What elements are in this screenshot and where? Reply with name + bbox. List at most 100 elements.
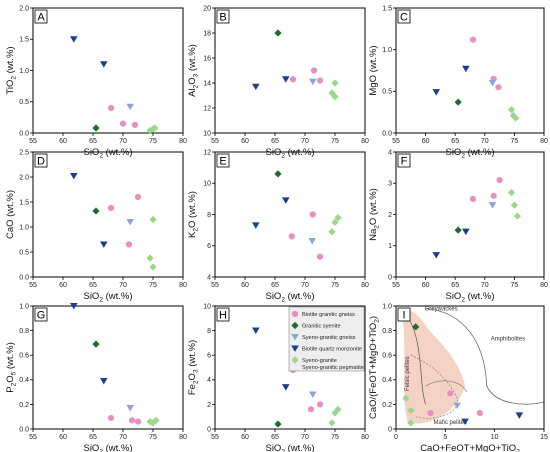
x-tick-label: 75 bbox=[149, 282, 157, 289]
y-tick-label: 2.0 bbox=[19, 174, 29, 181]
x-tick-label: 75 bbox=[511, 282, 519, 289]
y-tick-label: 0.8 bbox=[19, 328, 29, 335]
data-point bbox=[454, 98, 462, 106]
data-point bbox=[126, 218, 134, 226]
data-point bbox=[334, 405, 342, 413]
panel-letter: E bbox=[219, 156, 226, 168]
y-tick-label: 20 bbox=[203, 5, 211, 12]
x-tick-label: 80 bbox=[179, 282, 187, 289]
y-tick-label: 8 bbox=[207, 328, 211, 335]
data-point bbox=[469, 36, 477, 43]
data-point bbox=[309, 391, 317, 398]
x-tick-label: 80 bbox=[540, 282, 548, 289]
data-point bbox=[488, 202, 497, 209]
data-point bbox=[146, 126, 154, 135]
legend-marker bbox=[291, 333, 299, 341]
data-point bbox=[107, 414, 115, 422]
x-axis-label: SiO2 (wt.%) bbox=[265, 291, 314, 304]
panel-letter-box bbox=[397, 9, 411, 24]
data-point bbox=[252, 327, 260, 335]
plot-frame bbox=[32, 7, 184, 134]
legend-label: Syeno-granitic gneiss bbox=[302, 335, 356, 341]
x-tick-label: 65 bbox=[451, 138, 459, 145]
x-tick-label: 55 bbox=[392, 282, 400, 289]
y-tick-label: 0.2 bbox=[382, 402, 392, 409]
x-tick-label: 70 bbox=[481, 138, 489, 145]
x-axis-label: SiO2 (wt.%) bbox=[265, 443, 314, 452]
legend-label: Syeno-granite bbox=[302, 358, 337, 364]
data-point bbox=[309, 211, 316, 218]
x-tick-label: 65 bbox=[451, 282, 459, 289]
plot-frame bbox=[214, 305, 366, 430]
y-tick-label: 1.0 bbox=[19, 303, 29, 310]
x-tick-label: 70 bbox=[119, 282, 127, 289]
y-tick-label: 4 bbox=[207, 274, 211, 281]
x-tick-label: 70 bbox=[301, 138, 309, 145]
x-tick-label: 60 bbox=[241, 138, 249, 145]
y-tick-label: 6 bbox=[207, 353, 211, 360]
panel-letter: F bbox=[401, 156, 408, 168]
x-tick-label: 60 bbox=[59, 282, 67, 289]
y-axis-label: Al2O3 (wt.%) bbox=[187, 44, 200, 97]
x-tick-label: 80 bbox=[361, 282, 369, 289]
data-point bbox=[510, 201, 518, 209]
x-tick-label: 5 bbox=[443, 434, 447, 441]
y-tick-label: 8 bbox=[207, 212, 211, 219]
x-tick-label: 60 bbox=[59, 138, 67, 145]
x-tick-label: 60 bbox=[422, 282, 430, 289]
data-point bbox=[490, 192, 497, 199]
x-tick-label: 70 bbox=[119, 138, 127, 145]
data-point bbox=[307, 406, 315, 413]
data-point bbox=[432, 252, 441, 259]
data-point bbox=[453, 402, 461, 410]
y-tick-label: 0.0 bbox=[382, 130, 392, 137]
data-point bbox=[407, 406, 415, 415]
x-tick-label: 65 bbox=[271, 434, 279, 441]
panel-b: 55 60 65 70 75 80 10 12 14 16 18 20 SiO2 (wt.%) Al2O3… bbox=[187, 5, 369, 159]
x-axis-label: SiO2 (wt.%) bbox=[445, 147, 494, 160]
x-tick-label: 60 bbox=[241, 434, 249, 441]
data-point bbox=[100, 241, 108, 248]
data-point bbox=[407, 419, 415, 427]
data-point bbox=[402, 394, 410, 402]
panel-a: 55 60 65 70 75 80 0.0 0.5 1.0 1.5 2.0 SiO2 (wt.%) Ti… bbox=[5, 5, 187, 159]
data-point bbox=[462, 228, 470, 236]
y-tick-label: 2 bbox=[207, 402, 211, 409]
y-tick-label: 1.0 bbox=[19, 68, 29, 75]
x-tick-label: 75 bbox=[331, 138, 339, 145]
x-tick-label: 80 bbox=[179, 434, 187, 441]
x-tick-label: 65 bbox=[89, 282, 97, 289]
y-tick-label: 4 bbox=[207, 377, 211, 384]
data-point bbox=[282, 76, 290, 83]
data-point bbox=[100, 61, 108, 68]
y-tick-label: 0.2 bbox=[19, 402, 29, 409]
y-tick-label: 0.5 bbox=[382, 89, 392, 96]
y-axis-label: CaO/(FeOT+MgO+TiO2) bbox=[368, 316, 381, 419]
x-axis-label: SiO2 (wt.%) bbox=[83, 443, 132, 452]
y-tick-label: 0.0 bbox=[19, 426, 29, 433]
x-tick-label: 70 bbox=[301, 434, 309, 441]
data-point bbox=[149, 263, 157, 271]
data-point bbox=[146, 254, 154, 262]
data-point bbox=[119, 120, 127, 127]
data-point bbox=[507, 106, 516, 114]
y-tick-label: 0.0 bbox=[19, 274, 29, 281]
y-tick-label: 0.4 bbox=[382, 377, 392, 384]
x-tick-label: 0 bbox=[394, 434, 398, 441]
panel-letter: C bbox=[400, 12, 408, 24]
data-point bbox=[476, 409, 483, 417]
x-tick-label: 60 bbox=[241, 282, 249, 289]
legend-marker bbox=[291, 356, 299, 364]
data-point bbox=[507, 189, 516, 197]
data-point bbox=[461, 418, 469, 426]
data-point bbox=[70, 36, 78, 43]
x-tick-label: 10 bbox=[491, 434, 499, 441]
x-tick-label: 75 bbox=[511, 138, 519, 145]
x-axis-label: CaO+FeOT+MgO+TiO2 bbox=[420, 443, 520, 452]
y-axis-label: Na2O (wt.%) bbox=[368, 188, 381, 241]
data-point bbox=[469, 195, 477, 202]
data-point bbox=[126, 103, 134, 111]
x-tick-label: 60 bbox=[422, 138, 430, 145]
x-tick-label: 70 bbox=[119, 434, 127, 441]
legend-label: Granitic syenite bbox=[302, 324, 341, 330]
